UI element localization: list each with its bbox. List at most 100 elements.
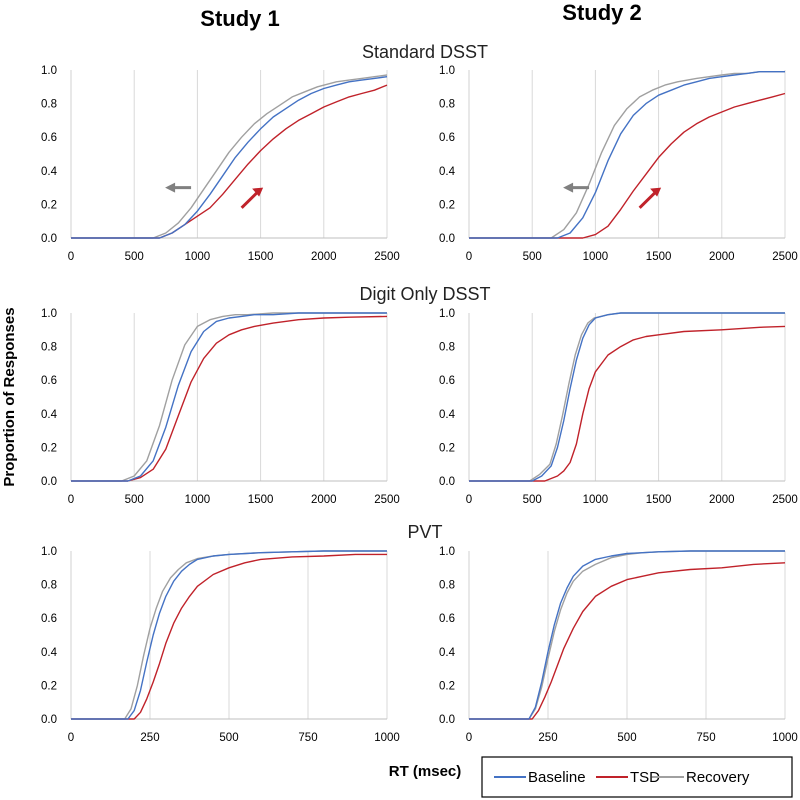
x-tick-label: 500 xyxy=(523,494,542,506)
x-tick-label: 2500 xyxy=(374,494,400,506)
x-tick-label: 500 xyxy=(125,251,144,263)
y-tick-label: 0.4 xyxy=(439,409,456,421)
y-tick-label: 0.4 xyxy=(439,166,456,178)
series-line-tsd xyxy=(469,92,786,239)
x-tick-label: 1500 xyxy=(248,251,274,263)
x-tick-label: 1000 xyxy=(583,251,609,263)
y-tick-label: 0.4 xyxy=(439,647,456,659)
x-tick-label: 500 xyxy=(523,251,542,263)
y-tick-label: 0.6 xyxy=(41,613,57,625)
series-line-tsd xyxy=(469,325,786,482)
x-tick-label: 1000 xyxy=(185,494,211,506)
x-tick-label: 1000 xyxy=(772,732,798,744)
x-tick-label: 500 xyxy=(617,732,636,744)
x-tick-label: 0 xyxy=(68,494,74,506)
y-tick-label: 0.2 xyxy=(41,199,57,211)
chart-panel-4: 0.0 0.2 0.4 0.6 0.8 1.0 0 500 1000 1500 2000 2500 xyxy=(439,308,798,506)
y-tick-label: 0.0 xyxy=(41,714,57,726)
chart-panel-2: 0.0 0.2 0.4 0.6 0.8 1.0 0 500 1000 1500 2000 2500 xyxy=(439,65,798,263)
x-tick-label: 2500 xyxy=(772,494,798,506)
series-line-baseline xyxy=(71,76,388,239)
x-tick-label: 500 xyxy=(219,732,238,744)
series-line-tsd xyxy=(71,84,388,239)
y-tick-label: 0.2 xyxy=(41,680,57,692)
x-tick-label: 2500 xyxy=(772,251,798,263)
x-tick-label: 1500 xyxy=(646,251,672,263)
y-tick-label: 0.6 xyxy=(439,132,455,144)
y-tick-label: 0.0 xyxy=(439,233,455,245)
series-line-tsd xyxy=(71,315,388,482)
chart-panel-6: 0.0 0.2 0.4 0.6 0.8 1.0 0 250 500 750 1000 xyxy=(439,546,798,744)
shift-right-arrow-shaft xyxy=(240,190,260,209)
x-tick-label: 2000 xyxy=(709,494,735,506)
x-tick-label: 250 xyxy=(538,732,557,744)
chart-panel-1: 0.0 0.2 0.4 0.6 0.8 1.0 0 500 1000 1500 2000 2500 xyxy=(41,65,400,263)
y-tick-label: 1.0 xyxy=(439,546,455,558)
chart-panel-3: 0.0 0.2 0.4 0.6 0.8 1.0 0 500 1000 1500 2000 2500 xyxy=(41,308,400,506)
x-tick-label: 750 xyxy=(298,732,317,744)
x-tick-label: 0 xyxy=(466,251,472,263)
x-tick-label: 1000 xyxy=(185,251,211,263)
y-tick-label: 0.0 xyxy=(439,476,455,488)
chart-panel-5: 0.0 0.2 0.4 0.6 0.8 1.0 0 250 500 750 1000 xyxy=(41,546,400,744)
x-tick-label: 0 xyxy=(466,494,472,506)
y-tick-label: 0.0 xyxy=(41,233,57,245)
y-tick-label: 0.2 xyxy=(439,442,455,454)
y-tick-label: 0.8 xyxy=(439,342,455,354)
series-line-baseline xyxy=(469,312,785,482)
y-tick-label: 0.0 xyxy=(41,476,57,488)
y-tick-label: 0.6 xyxy=(439,375,455,387)
y-tick-label: 0.8 xyxy=(41,580,57,592)
legend-label-tsd: TSD xyxy=(630,769,660,786)
shift-left-arrow-head xyxy=(563,182,574,193)
shift-left-arrow-head xyxy=(165,182,176,193)
y-tick-label: 0.6 xyxy=(41,132,57,144)
series-line-baseline xyxy=(469,70,785,239)
series-line-recovery xyxy=(469,70,785,239)
y-tick-label: 0.0 xyxy=(439,714,455,726)
y-tick-label: 0.2 xyxy=(439,199,455,211)
x-tick-label: 1500 xyxy=(646,494,672,506)
chart-panels: 0.00.20.40.60.81.00 500 1000 1500 2000 25000.… xyxy=(41,65,798,744)
y-tick-label: 0.8 xyxy=(41,342,57,354)
series-line-recovery xyxy=(71,74,388,239)
series-line-recovery xyxy=(71,312,387,482)
y-tick-label: 1.0 xyxy=(41,65,57,77)
shift-right-arrow-head xyxy=(252,187,264,197)
x-tick-label: 1000 xyxy=(583,494,609,506)
x-tick-label: 0 xyxy=(68,251,74,263)
legend-label-recovery: Recovery xyxy=(686,769,750,786)
series-line-baseline xyxy=(71,550,387,720)
y-tick-label: 1.0 xyxy=(439,308,455,320)
y-tick-label: 0.8 xyxy=(439,580,455,592)
x-tick-label: 2500 xyxy=(374,251,400,263)
x-tick-label: 2000 xyxy=(311,494,337,506)
legend: Baseline TSD Recovery xyxy=(481,756,793,798)
legend-box xyxy=(481,756,793,798)
series-line-baseline xyxy=(71,312,387,482)
column-title-study-2: Study 2 xyxy=(562,0,641,25)
x-tick-label: 2000 xyxy=(311,251,337,263)
x-tick-label: 1000 xyxy=(374,732,400,744)
y-tick-label: 0.4 xyxy=(41,166,58,178)
x-tick-label: 0 xyxy=(466,732,472,744)
x-tick-label: 250 xyxy=(140,732,159,744)
x-tick-label: 1500 xyxy=(248,494,274,506)
y-tick-label: 0.8 xyxy=(41,99,57,111)
x-axis-label: RT (msec) xyxy=(389,763,462,780)
y-tick-label: 0.4 xyxy=(41,647,58,659)
y-axis-label: Proportion of Responses xyxy=(1,307,18,486)
column-title-study-1: Study 1 xyxy=(200,6,279,31)
shift-right-arrow-shaft xyxy=(638,190,658,209)
y-tick-label: 0.2 xyxy=(41,442,57,454)
x-tick-label: 2000 xyxy=(709,251,735,263)
legend-label-baseline: Baseline xyxy=(528,769,586,786)
x-tick-label: 750 xyxy=(696,732,715,744)
shift-right-arrow-head xyxy=(650,187,662,197)
y-tick-label: 1.0 xyxy=(41,308,57,320)
row-title-standard-dsst: Standard DSST xyxy=(362,42,488,62)
row-title-digit-only-dsst: Digit Only DSST xyxy=(359,284,490,304)
y-tick-label: 1.0 xyxy=(439,65,455,77)
y-tick-label: 0.4 xyxy=(41,409,58,421)
